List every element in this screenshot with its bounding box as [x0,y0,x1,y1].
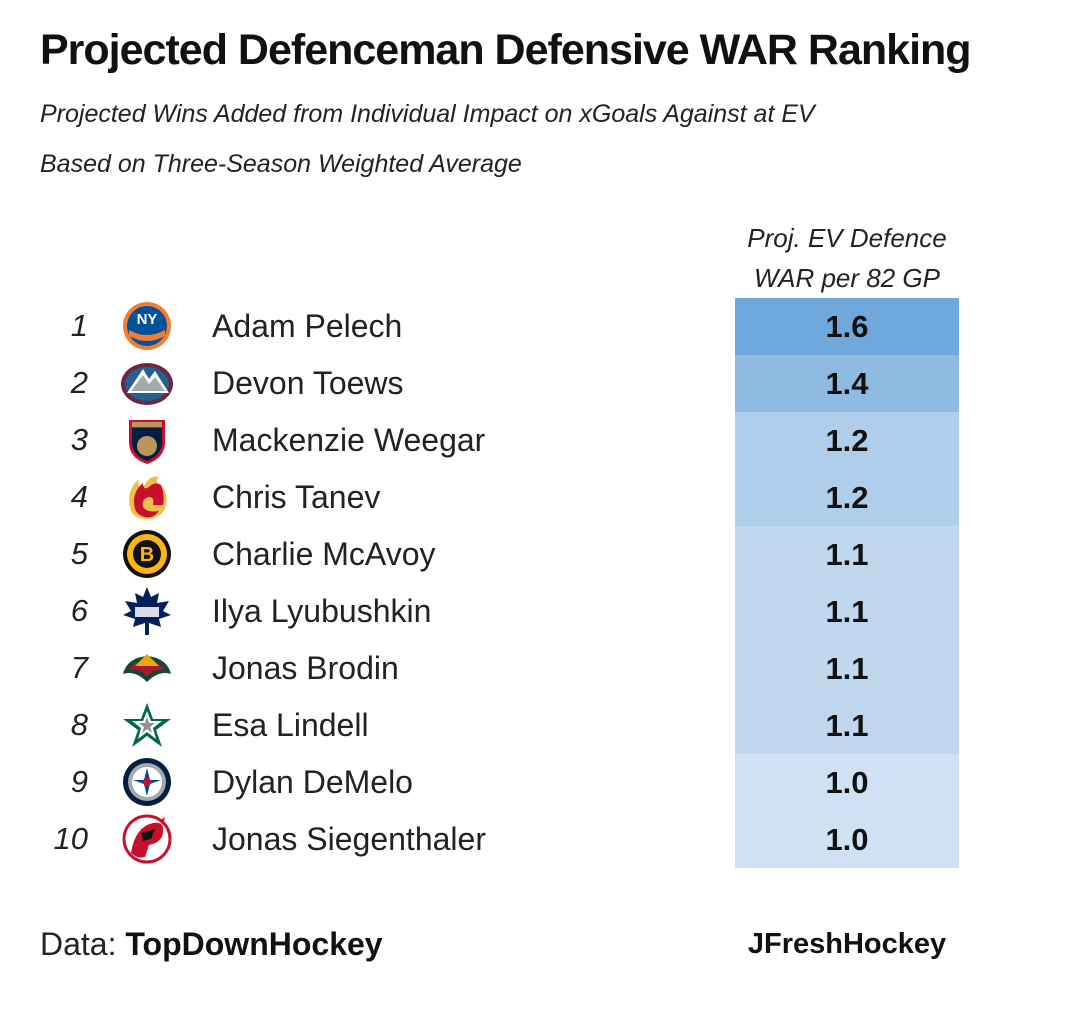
table-row: 2 Devon Toews 1.4 [0,355,1086,412]
value-cell: 1.1 [735,583,959,640]
value-cell: 1.1 [735,697,959,754]
rank-label: 4 [70,479,88,514]
player-name: Jonas Siegenthaler [212,821,486,857]
value-cell: 1.0 [735,811,959,868]
value-cell: 1.1 [735,640,959,697]
rank-label: 6 [70,593,88,628]
table-row: 5 B Charlie McAvoy 1.1 [0,526,1086,583]
data-source-label: Data: [40,926,117,962]
avalanche-logo [119,357,175,409]
flames-logo [119,471,175,523]
author-credit: JFreshHockey [747,928,947,960]
value-cell: 1.6 [735,298,959,355]
table-row: 8 Esa Lindell 1.1 [0,697,1086,754]
bruins-logo: B [119,528,175,580]
chart-subtitle: Projected Wins Added from Individual Imp… [40,100,815,128]
player-name: Esa Lindell [212,707,369,743]
player-name: Mackenzie Weegar [212,422,486,458]
war-value: 1.0 [825,764,869,800]
rank-label: 8 [70,707,88,742]
chart-subtitle-basis: Based on Three-Season Weighted Average [40,150,522,178]
war-value: 1.1 [825,707,869,743]
player-name: Ilya Lyubushkin [212,593,432,629]
war-value: 1.1 [825,650,869,686]
table-row: 1 NY Adam Pelech 1.6 [0,298,1086,355]
svg-text:B: B [140,544,154,566]
rank-label: 2 [70,365,88,400]
wild-logo [119,642,175,694]
table-row: 9 Dylan DeMelo 1.0 [0,754,1086,811]
rank-label: 3 [70,422,88,457]
chart-title: Projected Defenceman Defensive WAR Ranki… [40,26,972,74]
table-row: 3 Mackenzie Weegar 1.2 [0,412,1086,469]
rank-label: 9 [70,764,88,799]
war-value: 1.2 [825,422,869,458]
player-name: Chris Tanev [212,479,381,515]
value-cell: 1.1 [735,526,959,583]
data-source-credit: Data: TopDownHockey [40,926,383,963]
table-row: 4 Chris Tanev 1.2 [0,469,1086,526]
islanders-logo: NY [119,300,175,352]
rank-label: 5 [70,536,88,571]
rank-label: 10 [53,821,88,856]
player-name: Charlie McAvoy [212,536,436,572]
war-value: 1.6 [825,308,869,344]
svg-text:NY: NY [137,311,158,328]
rank-label: 7 [70,650,88,685]
value-cell: 1.2 [735,469,959,526]
player-name: Adam Pelech [212,308,403,344]
value-cell: 1.4 [735,355,959,412]
war-value: 1.2 [825,479,869,515]
value-column-header-line1: Proj. EV Defence [747,223,947,253]
war-value: 1.4 [825,365,869,401]
value-cell: 1.0 [735,754,959,811]
panthers-logo [119,414,175,466]
maple-leafs-logo [119,585,175,637]
value-column-header-line2: WAR per 82 GP [754,263,940,293]
player-name: Dylan DeMelo [212,764,413,800]
stars-logo [119,699,175,751]
war-value: 1.0 [825,821,869,857]
data-source-name: TopDownHockey [125,926,383,962]
player-name: Jonas Brodin [212,650,399,686]
war-value: 1.1 [825,593,869,629]
rank-label: 1 [70,308,88,343]
war-value: 1.1 [825,536,869,572]
value-cell: 1.2 [735,412,959,469]
table-row: 7 Jonas Brodin 1.1 [0,640,1086,697]
table-row: 6 Ilya Lyubushkin 1.1 [0,583,1086,640]
jets-logo [119,756,175,808]
table-row: 10 Jonas Siegenthaler 1.0 [0,811,1086,868]
devils-logo [119,813,175,865]
value-column-header: Proj. EV Defence WAR per 82 GP [735,218,959,298]
player-name: Devon Toews [212,365,404,401]
